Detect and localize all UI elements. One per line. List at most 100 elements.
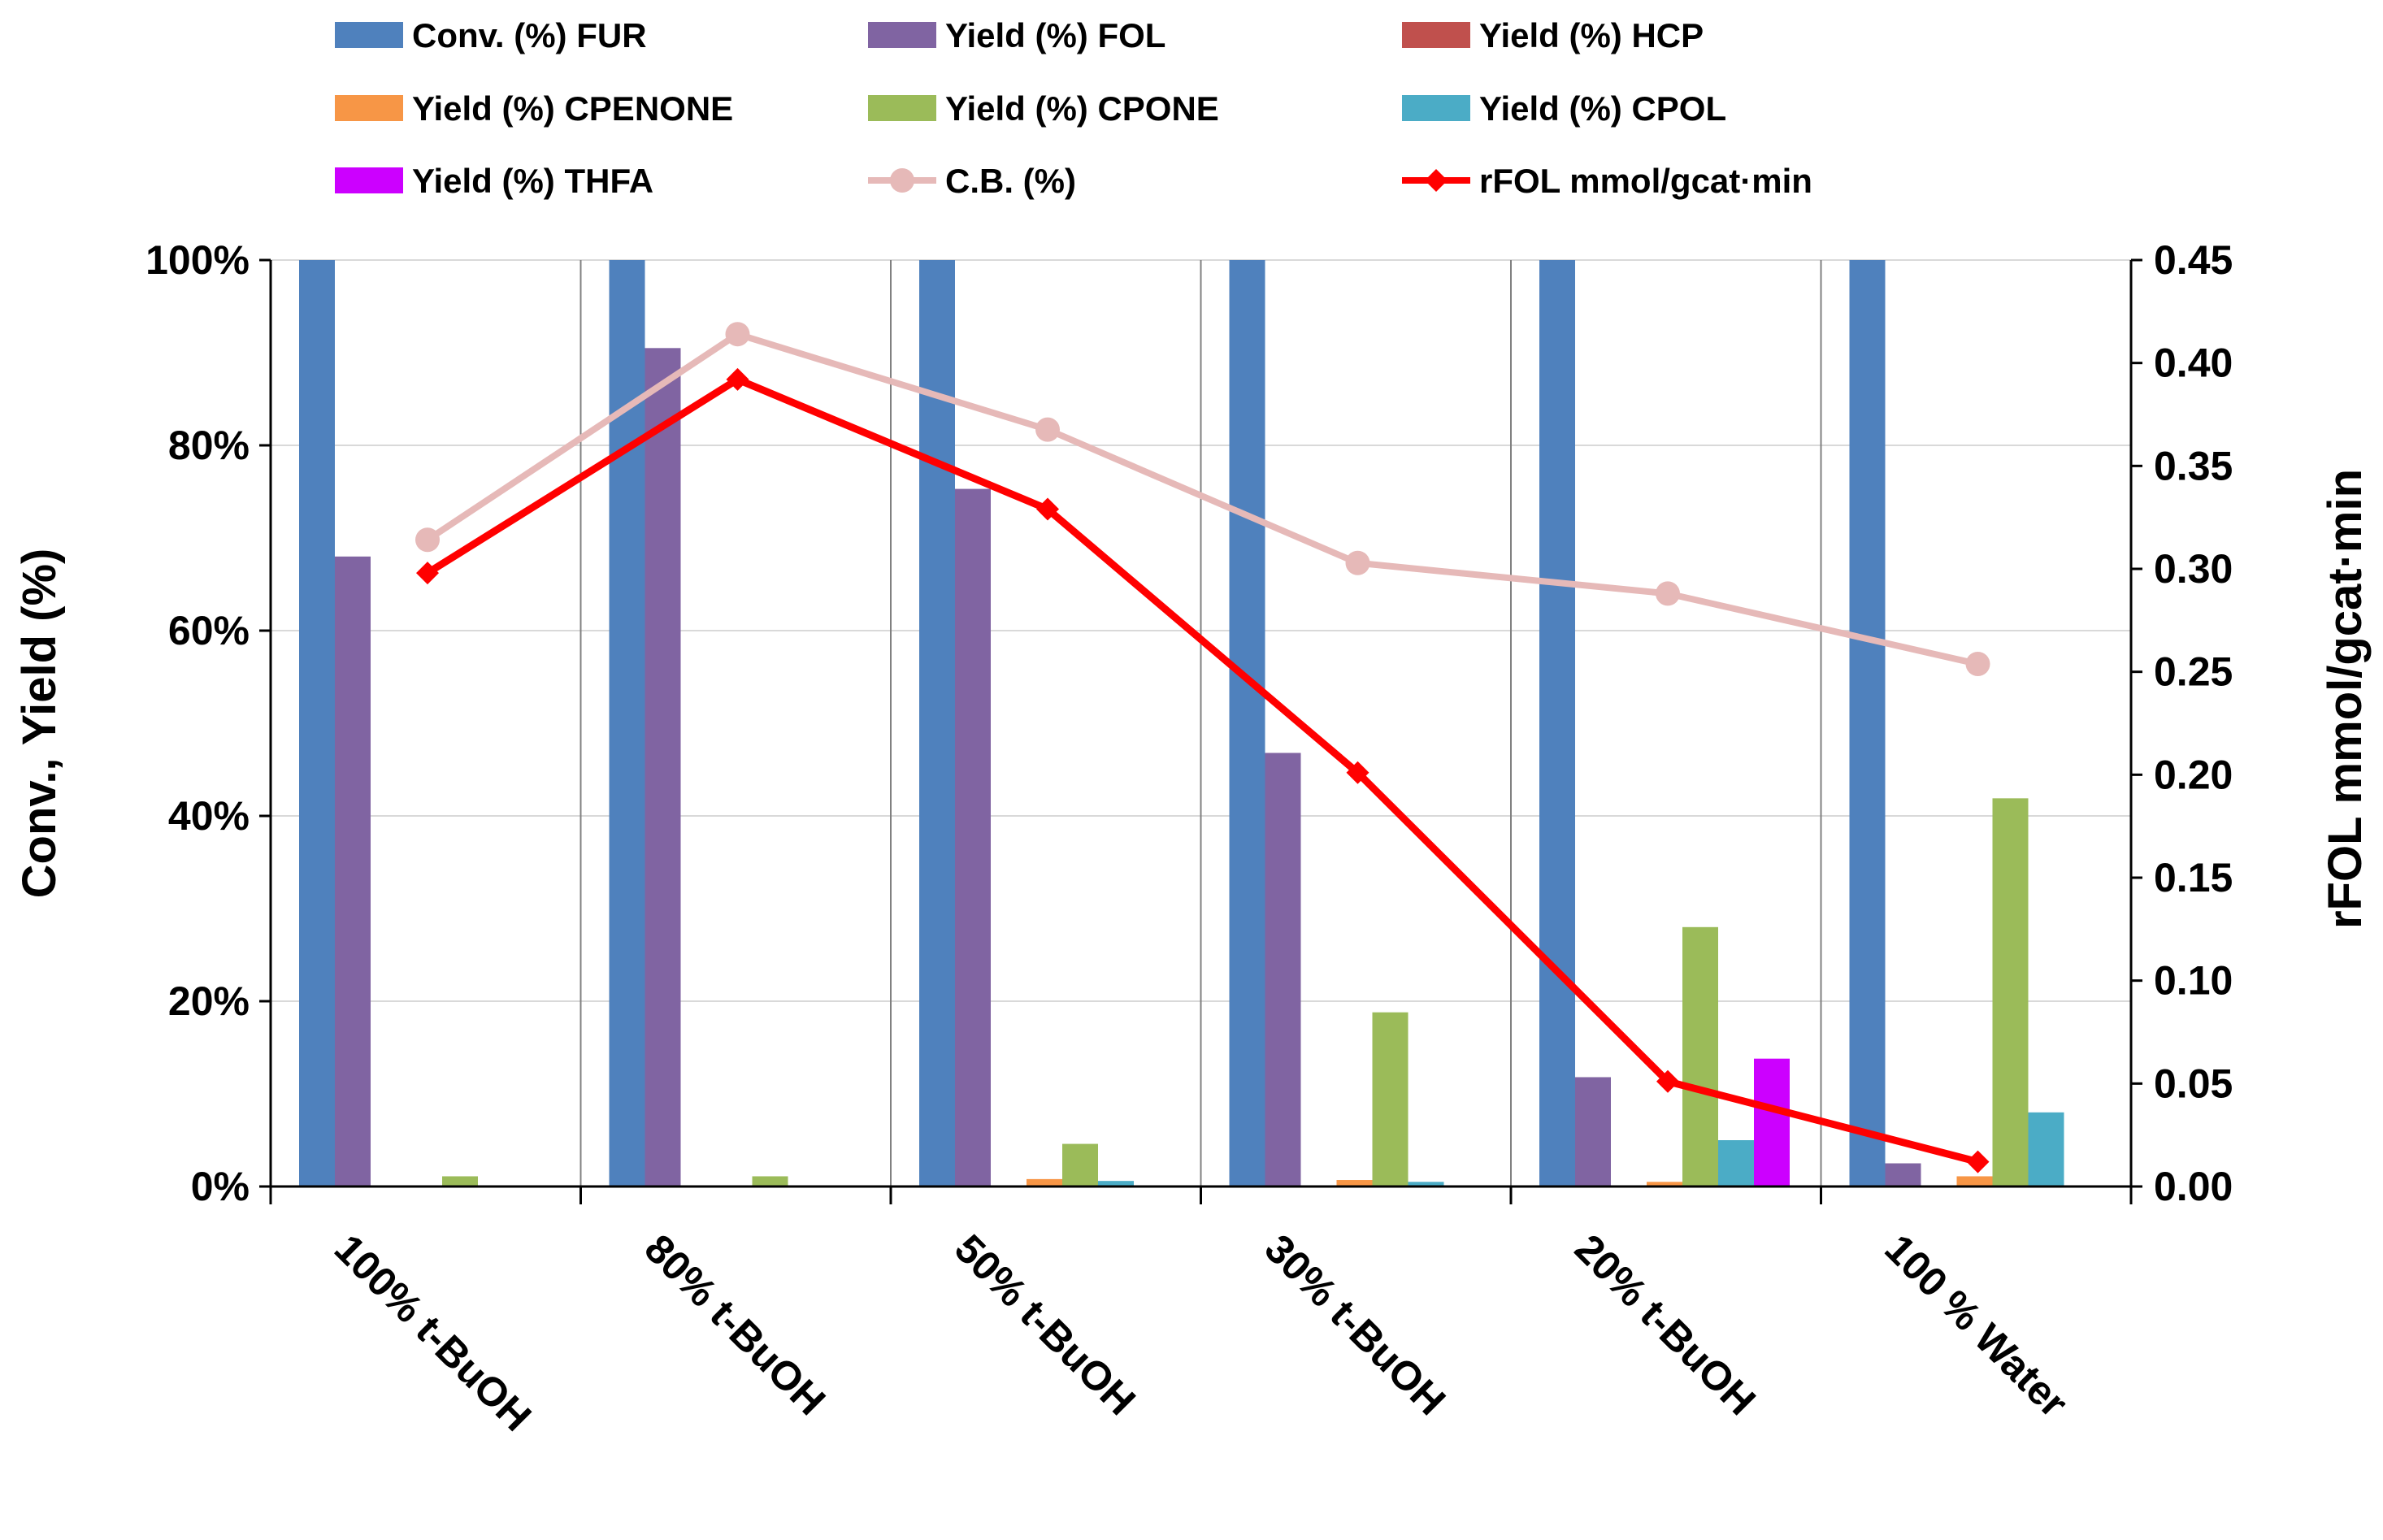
cb-point-4 — [1656, 581, 1680, 606]
lines — [415, 322, 1990, 1173]
category-label: 30% t-BuOH — [1256, 1225, 1454, 1424]
legend-marker — [890, 168, 914, 193]
right-tick-label: 0.00 — [2154, 1164, 2233, 1209]
bar-yield-cpone-2 — [1062, 1143, 1098, 1186]
bar-yield-cpenone-2 — [1027, 1178, 1062, 1186]
category-separators — [579, 260, 1822, 1186]
legend-label: Yield (%) THFA — [412, 162, 653, 200]
right-tick-label: 0.35 — [2154, 443, 2233, 488]
category-label: 100% t-BuOH — [326, 1225, 540, 1440]
legend-item: Yield (%) CPONE — [868, 89, 1219, 128]
bar-yield-fol-1 — [645, 348, 681, 1186]
right-tick-label: 0.10 — [2154, 958, 2233, 1004]
category-labels: 100% t-BuOH 80% t-BuOH 50% t-BuOH 30% t-BuO… — [326, 1225, 2077, 1440]
legend-swatch — [1402, 22, 1470, 48]
cb-line — [425, 331, 1979, 667]
rfol-point-2 — [1036, 497, 1059, 521]
legend-label: rFOL mmol/gcat·min — [1479, 162, 1812, 200]
bars — [299, 260, 2064, 1186]
cb-point-5 — [1965, 652, 1990, 677]
legend-item: C.B. (%) — [868, 162, 1076, 200]
legend-item: Yield (%) CPENONE — [335, 89, 733, 128]
rfol-point-0 — [416, 562, 439, 585]
legend-label: Yield (%) HCP — [1479, 16, 1704, 54]
legend-marker — [1425, 169, 1448, 192]
axes — [269, 260, 2133, 1204]
left-tick-label: 100% — [145, 237, 250, 283]
bar-yield-cpone-1 — [752, 1176, 788, 1186]
legend-item: Conv. (%) FUR — [335, 16, 647, 54]
bar-yield-cpol-4 — [1718, 1140, 1754, 1186]
bar-yield-fol-0 — [335, 556, 371, 1186]
left-tick-label: 80% — [168, 423, 250, 468]
right-tick-label: 0.15 — [2154, 855, 2233, 900]
left-tick-label: 0% — [191, 1164, 250, 1209]
bar-conv-fur-4 — [1539, 260, 1575, 1186]
right-tick-label: 0.30 — [2154, 546, 2233, 592]
bar-yield-cpol-3 — [1408, 1182, 1444, 1186]
left-tick-label: 20% — [168, 978, 250, 1024]
bar-conv-fur-2 — [919, 260, 955, 1186]
bar-yield-cpone-5 — [1992, 798, 2029, 1186]
bar-yield-thfa-4 — [1754, 1058, 1790, 1186]
bar-yield-cpenone-5 — [1956, 1176, 1993, 1186]
right-tick-label: 0.20 — [2154, 752, 2233, 797]
bar-yield-cpenone-4 — [1647, 1182, 1682, 1186]
legend-label: Yield (%) FOL — [945, 16, 1165, 54]
rfol-point-5 — [1966, 1150, 1990, 1173]
bar-yield-fol-2 — [955, 488, 991, 1186]
left-tick-label: 40% — [168, 793, 250, 839]
right-tick-label: 0.25 — [2154, 649, 2233, 695]
legend-swatch — [868, 95, 936, 121]
legend-label: C.B. (%) — [945, 162, 1076, 200]
right-axis-ticks: 0.00 0.05 0.10 0.15 0.20 0.25 0.30 0.35 0.40 0.45 — [2131, 237, 2233, 1209]
rfol-point-1 — [726, 367, 749, 391]
category-label: 100 % Water — [1876, 1225, 2077, 1426]
bar-conv-fur-3 — [1229, 260, 1265, 1186]
right-tick-label: 0.05 — [2154, 1061, 2233, 1106]
bar-yield-fol-4 — [1575, 1077, 1611, 1186]
legend-item: Yield (%) CPOL — [1402, 89, 1726, 128]
right-tick-label: 0.45 — [2154, 237, 2233, 283]
legend: Conv. (%) FUR Yield (%) FOL Yield (%) HCP Y… — [335, 16, 1812, 200]
bar-yield-fol-5 — [1885, 1163, 1921, 1186]
bar-yield-fol-3 — [1265, 753, 1301, 1186]
left-tick-label: 60% — [168, 608, 250, 653]
bar-conv-fur-5 — [1849, 260, 1886, 1186]
legend-swatch — [868, 22, 936, 48]
legend-item: Yield (%) FOL — [868, 16, 1165, 54]
cb-point-1 — [725, 322, 750, 347]
bar-conv-fur-0 — [299, 260, 335, 1186]
rfol-line — [425, 375, 1979, 1165]
bar-yield-cpone-0 — [442, 1176, 478, 1186]
legend-item: Yield (%) THFA — [335, 162, 653, 200]
legend-swatch — [1402, 95, 1470, 121]
left-axis-ticks: 0% 20% 40% 60% 80% 100% — [145, 237, 271, 1209]
legend-item: rFOL mmol/gcat·min — [1402, 162, 1812, 200]
legend-label: Yield (%) CPENONE — [412, 89, 733, 128]
legend-item: Yield (%) HCP — [1402, 16, 1704, 54]
legend-swatch — [335, 95, 403, 121]
legend-swatch — [335, 22, 403, 48]
bar-yield-cpenone-3 — [1336, 1180, 1373, 1186]
bar-yield-cpol-2 — [1098, 1181, 1134, 1186]
category-label: 80% t-BuOH — [636, 1225, 834, 1424]
y-axis-title-left: Conv., Yield (%) — [13, 549, 66, 899]
legend-label: Yield (%) CPOL — [1479, 89, 1726, 128]
category-label: 50% t-BuOH — [946, 1225, 1144, 1424]
bar-yield-cpone-3 — [1372, 1012, 1409, 1186]
legend-label: Yield (%) CPONE — [945, 89, 1219, 128]
cb-point-0 — [415, 527, 440, 553]
rfol-point-3 — [1346, 761, 1369, 784]
category-label: 20% t-BuOH — [1566, 1225, 1764, 1424]
legend-swatch — [335, 167, 403, 193]
legend-label: Conv. (%) FUR — [412, 16, 647, 54]
cb-point-2 — [1035, 417, 1060, 442]
rfol-point-4 — [1656, 1069, 1679, 1093]
right-tick-label: 0.40 — [2154, 341, 2233, 386]
bar-yield-cpol-5 — [2028, 1112, 2064, 1186]
bar-yield-cpone-4 — [1682, 926, 1718, 1186]
cb-point-3 — [1345, 550, 1370, 575]
y-axis-title-right: rFOL mmol/gcat·min — [2319, 469, 2372, 929]
